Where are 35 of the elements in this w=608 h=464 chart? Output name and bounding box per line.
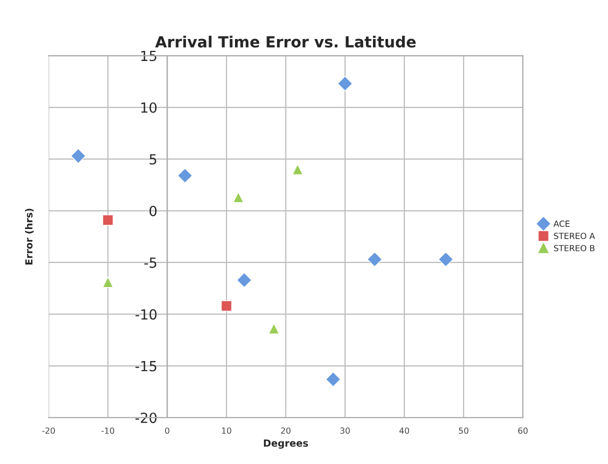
x-tick-label: -20	[42, 427, 55, 434]
x-tick-label: 30	[340, 427, 350, 434]
point	[177, 168, 193, 184]
point	[337, 76, 353, 92]
point	[268, 323, 280, 334]
point	[102, 276, 114, 288]
x-tick-label: 10	[222, 427, 232, 434]
y-tick-label: 0	[150, 206, 157, 216]
x-tick-label: -10	[102, 427, 114, 434]
x-tick-label: 20	[281, 427, 291, 434]
point	[367, 252, 382, 268]
point	[220, 300, 232, 312]
point	[438, 252, 454, 268]
point	[292, 164, 304, 175]
chart-title: Arrival Time Error vs. Latitude	[155, 36, 416, 48]
point	[232, 192, 244, 203]
x-tick-label: 0	[165, 427, 170, 434]
point	[236, 272, 252, 288]
x-axis-title: Degrees	[264, 440, 308, 449]
y-tick-label: -10	[135, 309, 157, 320]
y-tick-label: -15	[135, 361, 156, 372]
point	[102, 214, 114, 226]
x-tick-label: 40	[399, 427, 410, 434]
y-axis-title: Error (hrs)	[25, 208, 34, 264]
legend-label: STEREO B	[554, 244, 594, 252]
x-tick-label: 50	[458, 427, 468, 434]
y-tick-label: -5	[144, 258, 156, 268]
legend-label: STEREO A	[554, 232, 595, 240]
y-tick-label: 15	[141, 50, 156, 62]
legend-label: ACE	[554, 220, 570, 227]
y-tick-label: 5	[150, 154, 156, 165]
point	[326, 372, 341, 387]
y-tick-label: 10	[141, 102, 157, 113]
point	[70, 148, 86, 164]
x-tick-label: 60	[518, 427, 528, 434]
